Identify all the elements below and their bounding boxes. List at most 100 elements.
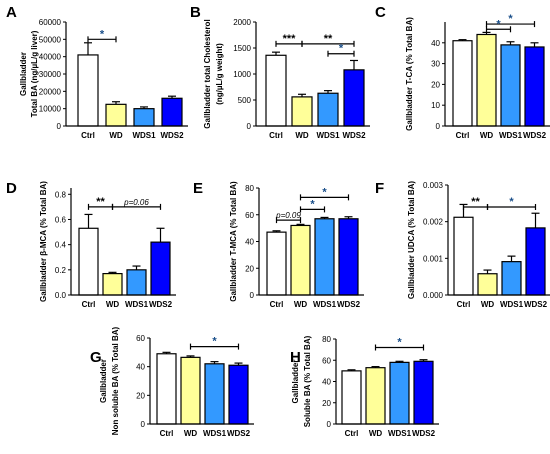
y-tick-label: 20 [322,399,331,408]
x-tick-label: WD [109,131,123,140]
y-tick-label: 0.2 [55,266,67,275]
x-tick-label: Ctrl [456,131,470,140]
bar-ctrl [266,231,287,296]
y-tick-label: 60 [322,356,331,365]
bar-wds1 [204,363,225,425]
y-tick-label: 20 [245,264,254,273]
x-tick-label: WDS2 [149,300,173,309]
sig-star: * [322,186,327,198]
x-tick-label: Ctrl [160,429,174,438]
bar-wds2 [161,97,183,127]
y-axis-label: Soluble BA (% Total BA) [303,335,312,427]
x-tick-label: WDS1 [500,300,524,309]
bar-wds2 [524,46,545,127]
x-tick-label: WDS2 [227,429,251,438]
sig-star: * [397,337,402,349]
x-tick-label: WDS1 [388,429,412,438]
y-axis-label: Gallbladder [19,52,28,96]
sig-p-value: p=0.06 [123,198,149,207]
y-tick-label: 40 [136,363,145,372]
y-tick-label: 30 [431,60,440,69]
sig-star: ** [96,196,105,208]
y-axis-label: Gallbladder [291,359,300,403]
bar-wds2 [413,360,434,425]
bar-ctrl [156,353,177,425]
sig-star: ** [324,33,333,45]
panel-f: F 0.000 0.001 0.002 0.003 Ctrl WD WDS1 WDS2 Gallb… [375,180,550,309]
bar-wds1 [126,269,147,296]
bar-ctrl [78,227,99,296]
x-tick-label: WDS2 [342,131,366,140]
bar-ctrl [265,54,287,127]
x-tick-label: WD [294,300,308,309]
panel-c: C 0 10 20 30 40 Ctrl WD WDS1 WDS2 Gallbladder T-CA… [375,4,550,140]
y-axis-label: Gallbladder T-CA (% Total BA) [405,17,414,131]
bar-wd [105,103,127,127]
x-tick-label: WDS2 [523,131,547,140]
panel-letter: D [6,180,17,197]
x-tick-label: Ctrl [81,131,95,140]
bar-ctrl [341,370,362,425]
bar-ctrl [77,54,99,127]
y-axis-label: Gallbladder UDCA (% Total BA) [407,181,416,300]
bar-wd [365,367,386,425]
x-tick-label: WDS1 [125,300,149,309]
y-axis-label: Gallbladder total Cholesterol [203,19,212,128]
bar-wds2 [150,241,171,296]
sig-star: * [310,198,315,210]
bar-wds1 [317,92,339,127]
x-tick-label: WDS1 [499,131,523,140]
panel-letter: E [193,180,203,197]
bar-wds2 [228,364,249,425]
y-tick-label: 0.001 [423,254,444,263]
sig-p-value: p=0.09 [275,211,301,220]
y-tick-label: 0 [436,122,441,131]
bar-wd [180,356,201,425]
bar-ctrl [453,216,474,296]
y-tick-label: 10 [431,101,440,110]
x-tick-label: WDS1 [132,131,156,140]
y-tick-label: 20 [431,80,440,89]
x-tick-label: Ctrl [270,300,284,309]
y-tick-label: 10000 [39,105,62,114]
y-tick-label: 0.6 [55,215,67,224]
bar-wds1 [389,361,410,425]
x-tick-label: WD [106,300,120,309]
y-axis-label: Non soluble BA (% Total BA) [111,326,120,435]
panel-letter: G [90,349,102,366]
x-tick-label: WDS1 [203,429,227,438]
x-tick-label: WD [369,429,383,438]
x-tick-label: WDS2 [337,300,361,309]
x-tick-label: WDS2 [160,131,184,140]
sig-star: * [508,13,513,25]
panel-letter: A [6,4,17,21]
y-tick-label: 20 [136,391,145,400]
y-tick-label: 0.000 [423,291,444,300]
y-tick-label: 0 [57,122,62,131]
sig-star: * [100,28,105,40]
y-tick-label: 60 [136,334,145,343]
x-tick-label: WDS1 [313,300,337,309]
sig-star: * [496,18,501,30]
panel-b: B 0 500 1000 1500 2000 Ctrl WD WDS1 WDS2 Gallbladd… [190,4,370,140]
sig-star: * [212,336,217,348]
y-tick-label: 60000 [39,18,62,27]
y-tick-label: 30000 [39,70,62,79]
y-axis-label: (ng/µL/g weight) [215,43,224,105]
y-tick-label: 0.0 [55,291,67,300]
y-tick-label: 0.003 [423,181,444,190]
y-tick-label: 60 [245,211,254,220]
x-tick-label: Ctrl [345,429,359,438]
panel-g: G 0 20 40 60 Ctrl WD WDS1 WDS2 Gallbladder Non sol… [90,326,254,438]
y-axis-label: Total BA (ng/µL/g liver) [30,30,39,117]
y-tick-label: 80 [245,184,254,193]
y-tick-label: 50000 [39,35,62,44]
sig-star: *** [283,33,297,45]
y-tick-label: 0.002 [423,218,444,227]
bar-wds1 [133,108,155,127]
bar-wd [290,224,311,296]
panel-a: A 0 10000 20000 30000 40000 50000 60000 Ctrl WD WD… [6,4,188,140]
bar-wds2 [343,69,365,127]
y-tick-label: 2000 [233,18,251,27]
y-tick-label: 0 [327,420,332,429]
